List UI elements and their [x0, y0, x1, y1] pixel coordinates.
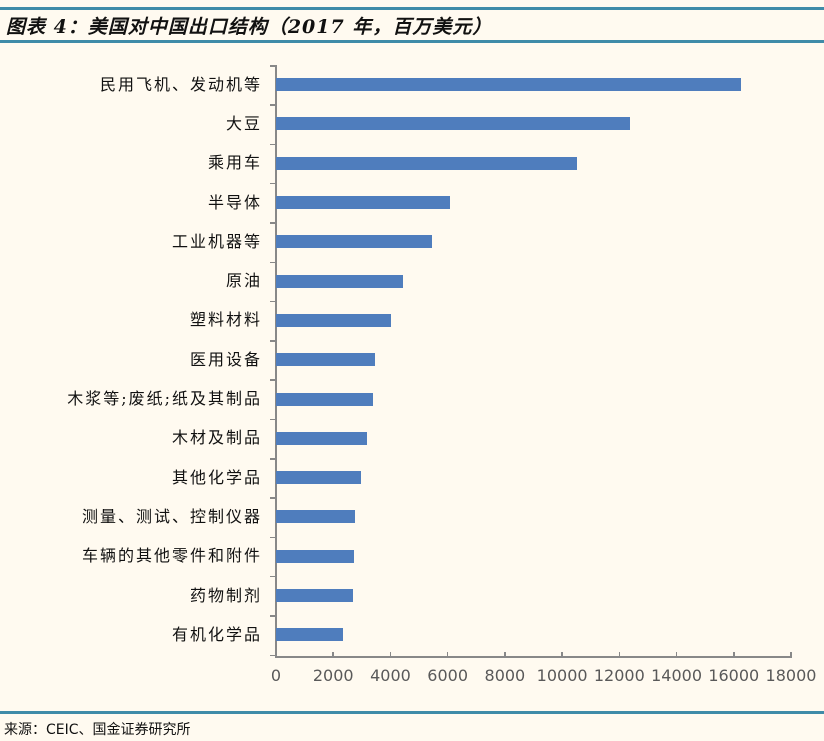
- category-label: 木材及制品: [171, 428, 262, 448]
- x-tick: [332, 652, 334, 657]
- category-label: 民用飞机、发动机等: [99, 74, 262, 94]
- bar: [276, 78, 741, 92]
- x-tick-label: 18000: [765, 666, 817, 685]
- y-tick: [270, 340, 276, 342]
- bar: [276, 510, 355, 524]
- bar: [276, 431, 367, 445]
- x-tick: [275, 652, 277, 657]
- y-tick: [270, 222, 276, 224]
- category-label: 有机化学品: [171, 624, 262, 644]
- bar: [276, 549, 355, 563]
- x-tick: [446, 652, 449, 657]
- x-tick-label: 14000: [651, 666, 702, 685]
- bottom-rule: [0, 711, 824, 714]
- x-tick-label: 4000: [370, 666, 411, 685]
- y-tick: [270, 104, 276, 106]
- bar: [276, 628, 343, 642]
- top-rule: [0, 7, 824, 10]
- y-tick: [270, 458, 276, 460]
- y-tick: [270, 65, 276, 67]
- x-axis: [275, 656, 792, 658]
- y-tick: [270, 300, 276, 303]
- category-label: 原油: [225, 271, 262, 291]
- x-tick: [790, 652, 792, 657]
- category-label: 半导体: [207, 192, 262, 212]
- category-label: 工业机器等: [171, 231, 262, 251]
- title-rule: [0, 40, 824, 43]
- y-tick: [270, 615, 276, 617]
- x-tick: [733, 652, 735, 657]
- x-tick-label: 12000: [593, 666, 645, 685]
- chart-title: 图表 4：美国对中国出口结构（2017 年，百万美元）: [6, 16, 493, 38]
- category-label: 木浆等;废纸;纸及其制品: [67, 389, 262, 409]
- x-tick: [561, 652, 563, 657]
- bar: [276, 471, 361, 485]
- category-label: 药物制剂: [189, 585, 262, 605]
- x-tick-label: 8000: [484, 666, 526, 685]
- source-note: 来源：CEIC、国金证券研究所: [4, 722, 191, 738]
- bar: [276, 313, 392, 327]
- bar: [276, 274, 404, 288]
- category-label: 车辆的其他零件和附件: [81, 546, 262, 566]
- y-tick: [270, 379, 276, 381]
- x-tick-label: 10000: [536, 666, 588, 685]
- y-tick: [270, 536, 276, 539]
- x-tick: [389, 652, 392, 657]
- x-tick-label: 2000: [312, 666, 354, 685]
- x-tick-label: 0: [270, 666, 282, 685]
- category-label: 乘用车: [207, 153, 262, 173]
- y-tick: [270, 654, 276, 656]
- x-tick: [504, 652, 506, 657]
- category-label: 塑料材料: [189, 310, 262, 330]
- y-tick: [270, 143, 276, 146]
- bar: [276, 235, 432, 249]
- y-tick: [270, 261, 276, 263]
- y-tick: [270, 182, 276, 185]
- y-axis: [275, 65, 277, 657]
- bar: [276, 589, 353, 603]
- x-tick: [618, 652, 621, 657]
- y-tick: [270, 497, 276, 499]
- bar: [276, 196, 450, 210]
- category-label: 测量、测试、控制仪器: [81, 506, 262, 526]
- category-label: 其他化学品: [171, 467, 262, 487]
- x-tick-label: 6000: [427, 666, 469, 685]
- x-tick: [675, 652, 678, 657]
- bar: [276, 117, 631, 131]
- y-tick: [270, 418, 276, 421]
- bar: [276, 156, 578, 170]
- category-label: 医用设备: [189, 349, 262, 369]
- bar: [276, 353, 375, 367]
- x-tick-label: 16000: [708, 666, 760, 685]
- y-tick: [270, 575, 276, 578]
- bar: [276, 392, 373, 406]
- category-label: 大豆: [225, 113, 262, 133]
